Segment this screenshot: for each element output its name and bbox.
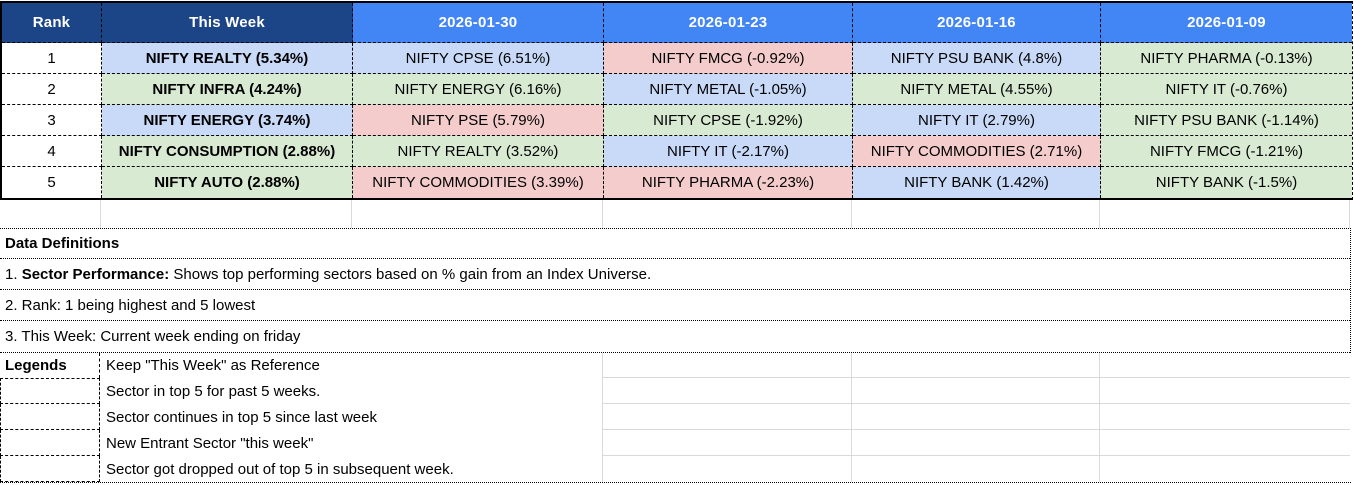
rank-cell[interactable]: 2	[2, 74, 102, 105]
sector-cell[interactable]: NIFTY AUTO (2.88%)	[102, 167, 353, 198]
empty-cell[interactable]	[852, 200, 1100, 228]
sector-cell[interactable]: NIFTY BANK (1.42%)	[853, 167, 1101, 198]
legend-label[interactable]: Sector in top 5 for past 5 weeks.	[100, 378, 602, 404]
sector-cell[interactable]: NIFTY IT (2.79%)	[853, 105, 1101, 136]
definition-2-text: 2. Rank: 1 being highest and 5 lowest	[5, 296, 256, 314]
empty-cell[interactable]	[602, 353, 851, 378]
sector-cell[interactable]: NIFTY PSU BANK (-1.14%)	[1101, 105, 1352, 136]
empty-cell[interactable]	[101, 200, 352, 228]
empty-cell[interactable]	[851, 404, 1099, 430]
header-cell-week-2026-01-23[interactable]: 2026-01-23	[604, 3, 853, 43]
definition-item-2[interactable]: 2. Rank: 1 being highest and 5 lowest	[0, 290, 1350, 321]
sector-cell[interactable]: NIFTY ENERGY (3.74%)	[102, 105, 353, 136]
sector-cell[interactable]: NIFTY ENERGY (6.16%)	[353, 74, 604, 105]
sector-cell[interactable]: NIFTY FMCG (-1.21%)	[1101, 136, 1352, 167]
legend-swatch-green[interactable]	[0, 430, 100, 456]
sector-cell[interactable]: NIFTY CPSE (6.51%)	[353, 43, 604, 74]
definition-1-text: Shows top performing sectors based on % …	[169, 265, 652, 283]
sector-cell[interactable]: NIFTY IT (-0.76%)	[1101, 74, 1352, 105]
legend-swatch-pink[interactable]	[0, 456, 100, 482]
legends-title[interactable]: Legends	[0, 353, 100, 378]
rank-cell[interactable]: 5	[2, 167, 102, 198]
sector-cell[interactable]: NIFTY PSU BANK (4.8%)	[853, 43, 1101, 74]
rank-cell[interactable]: 3	[2, 105, 102, 136]
empty-cell[interactable]	[1099, 430, 1350, 456]
definition-1-prefix: 1.	[5, 265, 22, 283]
definition-3-text: 3. This Week: Current week ending on fri…	[5, 328, 301, 345]
empty-cell[interactable]	[851, 456, 1099, 482]
sector-cell[interactable]: NIFTY METAL (4.55%)	[853, 74, 1101, 105]
empty-cell[interactable]	[1099, 404, 1350, 430]
empty-cell[interactable]	[603, 200, 852, 228]
empty-cell[interactable]	[602, 378, 851, 404]
empty-cell[interactable]	[1099, 353, 1350, 378]
empty-cell[interactable]	[602, 430, 851, 456]
sector-cell[interactable]: NIFTY PSE (5.79%)	[353, 105, 604, 136]
legend-label[interactable]: Sector continues in top 5 since last wee…	[100, 404, 602, 430]
rank-cell[interactable]: 4	[2, 136, 102, 167]
sector-cell[interactable]: NIFTY COMMODITIES (2.71%)	[853, 136, 1101, 167]
empty-cell[interactable]	[602, 456, 851, 482]
sector-cell[interactable]: NIFTY INFRA (4.24%)	[102, 74, 353, 105]
empty-cell[interactable]	[851, 430, 1099, 456]
sector-cell[interactable]: NIFTY REALTY (5.34%)	[102, 43, 353, 74]
empty-cell[interactable]	[851, 378, 1099, 404]
empty-cell[interactable]	[352, 200, 603, 228]
data-definitions-section: Data Definitions 1. Sector Performance: …	[0, 228, 1351, 353]
legends-section: Legends Keep "This Week" as Reference Se…	[0, 353, 1351, 483]
rank-cell[interactable]: 1	[2, 43, 102, 74]
empty-cell[interactable]	[602, 404, 851, 430]
empty-cell[interactable]	[1099, 378, 1350, 404]
definition-item-1[interactable]: 1. Sector Performance: Shows top perform…	[0, 259, 1350, 290]
header-cell-week-2026-01-09[interactable]: 2026-01-09	[1101, 3, 1352, 43]
definition-item-3[interactable]: 3. This Week: Current week ending on fri…	[0, 321, 1350, 353]
empty-cell[interactable]	[851, 353, 1099, 378]
legend-swatch-yellow[interactable]	[0, 378, 100, 404]
sector-cell[interactable]: NIFTY IT (-2.17%)	[604, 136, 853, 167]
header-cell-rank[interactable]: Rank	[2, 3, 102, 43]
sector-cell[interactable]: NIFTY METAL (-1.05%)	[604, 74, 853, 105]
sector-rank-table: Rank This Week 2026-01-30 2026-01-23 202…	[0, 1, 1353, 200]
header-cell-week-2026-01-30[interactable]: 2026-01-30	[353, 3, 604, 43]
legends-reference-note[interactable]: Keep "This Week" as Reference	[100, 353, 602, 378]
legend-swatch-blue[interactable]	[0, 404, 100, 430]
sector-cell[interactable]: NIFTY CONSUMPTION (2.88%)	[102, 136, 353, 167]
legend-label[interactable]: New Entrant Sector "this week"	[100, 430, 602, 456]
sector-cell[interactable]: NIFTY BANK (-1.5%)	[1101, 167, 1352, 198]
definition-1-term: Sector Performance:	[21, 265, 170, 283]
empty-cell[interactable]	[1100, 200, 1350, 228]
empty-cell[interactable]	[1099, 456, 1350, 482]
legend-label[interactable]: Sector got dropped out of top 5 in subse…	[100, 456, 602, 482]
sector-cell[interactable]: NIFTY FMCG (-0.92%)	[604, 43, 853, 74]
sector-cell[interactable]: NIFTY CPSE (-1.92%)	[604, 105, 853, 136]
sector-cell[interactable]: NIFTY PHARMA (-0.13%)	[1101, 43, 1352, 74]
data-definitions-title[interactable]: Data Definitions	[0, 229, 1350, 259]
data-definitions-title-text: Data Definitions	[5, 235, 120, 252]
sector-cell[interactable]: NIFTY COMMODITIES (3.39%)	[353, 167, 604, 198]
header-cell-this-week[interactable]: This Week	[102, 3, 353, 43]
empty-cell[interactable]	[2, 200, 101, 228]
sector-cell[interactable]: NIFTY REALTY (3.52%)	[353, 136, 604, 167]
header-cell-week-2026-01-16[interactable]: 2026-01-16	[853, 3, 1101, 43]
empty-row[interactable]	[2, 200, 1352, 228]
sector-cell[interactable]: NIFTY PHARMA (-2.23%)	[604, 167, 853, 198]
